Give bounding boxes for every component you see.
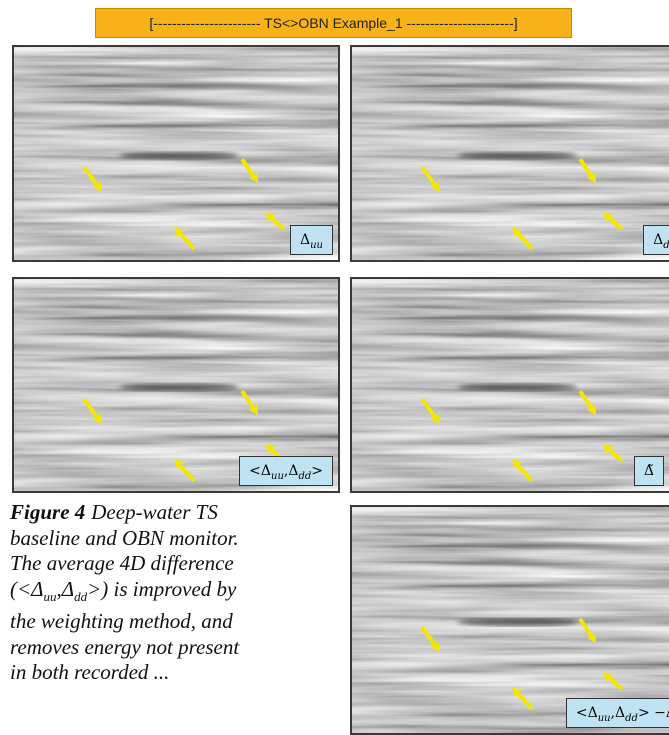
page: [----------------------- TS<>OBN Example… [0,0,669,728]
text: ,Δ [284,463,299,479]
anomaly [457,152,577,160]
seismic-panel: <Δuu,Δdd> −Δ̃ [350,505,669,735]
panel-label: Δ̃ [634,456,664,486]
text: Δ̃ [644,463,654,479]
subscript: uu [598,713,611,724]
caption-line: removes energy not present [10,635,345,661]
text: > −Δ̃ [638,705,669,721]
anomaly [114,378,254,383]
text: > [311,463,323,479]
anomaly [119,152,239,160]
text: removes energy not present [10,635,239,659]
caption-line: in both recorded ... [10,660,345,686]
caption-text: Deep-water TS [91,500,218,524]
seismic-panel: Δuu [12,45,340,262]
subscript: dd [625,713,638,724]
caption-line: The average 4D difference [10,551,345,577]
caption-line: baseline and OBN monitor. [10,526,345,552]
anomaly [452,613,592,618]
header-title: [----------------------- TS<>OBN Example… [95,8,572,38]
panel-label: Δdd [643,225,669,255]
text: baseline and OBN monitor. [10,526,239,550]
anomaly [452,146,592,151]
seismic-panel: Δdd [350,45,669,262]
seismic-image [352,47,669,262]
text: The average 4D difference [10,551,234,575]
subscript: dd [663,240,669,251]
panel-label: <Δuu,Δdd> −Δ̃ [566,698,669,728]
text: <Δ [249,463,271,479]
subscript: uu [44,589,57,604]
text: ,Δ [57,577,75,601]
subscript: uu [310,240,323,251]
text: Δ [653,232,663,248]
subscript: dd [298,471,311,482]
text: <Δ [576,705,598,721]
caption-line: the weighting method, and [10,609,345,635]
text: the weighting method, and [10,609,233,633]
anomaly [114,146,254,151]
panel-label: Δuu [290,225,333,255]
caption-label: Figure 4 [10,500,85,524]
panel-label: <Δuu,Δdd> [239,456,333,486]
caption-text: in both recorded ... [10,660,169,684]
caption-text: (<Δuu,Δdd>) is improved by [10,577,236,601]
seismic-panel: <Δuu,Δdd> [12,277,340,493]
caption-line: (<Δuu,Δdd>) is improved by [10,577,345,610]
text: Deep-water TS [91,500,218,524]
subscript: uu [271,471,284,482]
seismic-image [352,279,669,493]
text: in both recorded ... [10,660,169,684]
caption-text: baseline and OBN monitor. [10,526,239,550]
anomaly [119,383,239,391]
caption-text: the weighting method, and [10,609,233,633]
text: >) is improved by [87,577,236,601]
caption-text: removes energy not present [10,635,239,659]
anomaly [452,378,592,383]
text: Δ [300,232,310,248]
anomaly [457,383,577,391]
seismic-panel: Δ̃ [350,277,669,493]
anomaly [457,618,577,626]
subscript: dd [74,589,87,604]
text: ,Δ [611,705,626,721]
caption-text: The average 4D difference [10,551,234,575]
text: (<Δ [10,577,44,601]
